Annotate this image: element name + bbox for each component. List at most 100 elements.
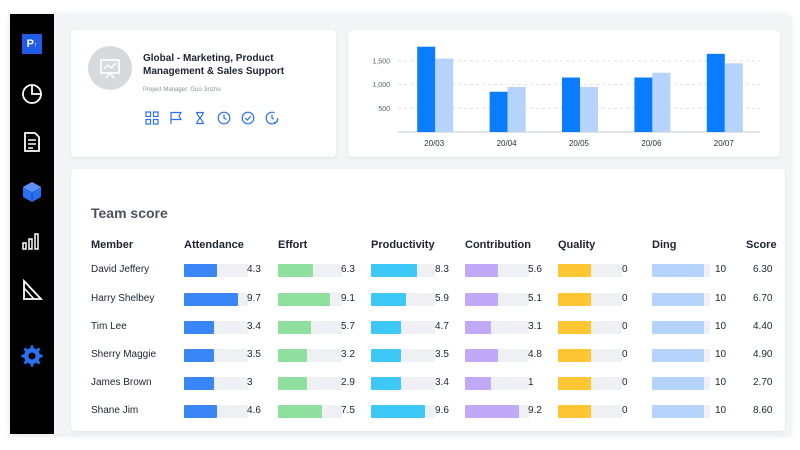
score-bar-fill [184,293,239,306]
document-icon[interactable] [20,130,44,154]
column-header[interactable]: Quality [558,239,596,251]
grid-icon[interactable] [145,111,159,125]
column-header[interactable]: Contribution [465,239,531,251]
total-score: 2.70 [753,377,773,388]
score-bar-track [465,293,529,306]
check-circle-icon[interactable] [241,111,255,125]
member-name[interactable]: Shane Jim [91,405,139,416]
clock-check-icon[interactable] [265,111,279,125]
score-bar-track [371,405,435,418]
score-bar-fill [652,264,705,277]
score-value: 4.6 [247,405,261,416]
score-bar-fill [465,377,491,390]
score-bar-track [558,377,622,390]
score-bar-fill [184,264,218,277]
ruler-triangle-icon[interactable] [20,278,44,302]
score-bar-track [371,349,435,362]
score-value: 0 [622,293,628,304]
column-header[interactable]: Productivity [371,239,435,251]
score-value: 8.3 [435,264,449,275]
score-bar-fill [465,405,520,418]
member-name[interactable]: Tim Lee [91,321,127,332]
total-score: 4.90 [753,349,773,360]
x-tick-label: 20/07 [714,139,735,148]
total-score: 6.70 [753,293,773,304]
column-header[interactable]: Attendance [184,239,244,251]
bar-series-2 [435,58,454,132]
clock-icon[interactable] [217,111,231,125]
score-bar-track [652,321,710,334]
member-name[interactable]: James Brown [91,377,152,388]
score-value: 9.1 [341,293,355,304]
score-bar-track [278,264,342,277]
column-header[interactable]: Effort [278,239,308,251]
bar-series-2 [507,87,526,132]
bar-series-2 [580,87,598,132]
monthly-bar-chart-card: 500 1,000 1,500 20/03 20/04 20/05 20/06 20/07 [348,30,780,157]
presentation-chart-icon [100,59,120,79]
score-bar-track [558,264,622,277]
score-bar-fill [184,377,215,390]
pie-chart-icon[interactable] [20,82,44,106]
hourglass-icon[interactable] [193,111,207,125]
project-title: Global - Marketing, Product Management &… [143,53,285,77]
score-bar-track [184,264,248,277]
member-name[interactable]: David Jeffery [91,264,150,275]
score-value: 10 [715,405,727,416]
column-header[interactable]: Ding [652,239,677,251]
flag-icon[interactable] [169,111,183,125]
score-bar-track [652,405,710,418]
bar-series-1 [634,77,653,132]
score-bar-track [465,405,529,418]
score-bar-fill [465,264,499,277]
score-bar-fill [371,349,402,362]
score-value: 10 [715,321,727,332]
x-tick-label: 20/04 [497,139,518,148]
total-score: 6.30 [753,264,773,275]
score-bar-track [465,264,529,277]
gear-icon[interactable] [20,344,44,368]
cube-icon[interactable] [20,180,44,204]
y-tick-label: 1,500 [372,58,390,65]
bar-chart-icon[interactable] [20,228,44,252]
score-bar-fill [558,293,592,306]
score-bar-fill [278,377,307,390]
member-name[interactable]: Harry Shelbey [91,293,155,304]
score-value: 0 [622,321,628,332]
score-bar-track [371,321,435,334]
score-bar-track [184,349,248,362]
project-manager: Project Manager: Guo Jinzhu [143,87,221,93]
column-header[interactable]: Score [746,239,777,251]
score-bar-track [278,377,342,390]
app-logo[interactable]: P↑ [22,34,42,54]
bar-series-1 [489,91,508,132]
score-bar-fill [558,405,592,418]
score-bar-fill [184,321,215,334]
x-tick-label: 20/03 [424,139,445,148]
score-value: 0 [622,264,628,275]
score-bar-track [558,321,622,334]
x-tick-label: 20/06 [641,139,662,148]
score-value: 4.7 [435,321,449,332]
score-value: 9.2 [528,405,542,416]
x-tick-label: 20/05 [569,139,590,148]
member-name[interactable]: Sherry Maggie [91,349,157,360]
score-bar-fill [278,321,312,334]
score-value: 0 [622,349,628,360]
column-header[interactable]: Member [91,239,134,251]
team-score-card: Team score Member Attendance Effort Product… [71,169,785,431]
score-bar-fill [371,321,402,334]
project-card: Global - Marketing, Product Management &… [71,30,336,157]
score-bar-track [652,264,710,277]
score-value: 9.7 [247,293,261,304]
score-bar-fill [278,264,314,277]
score-value: 0 [622,405,628,416]
bar-series-2 [724,63,743,132]
score-bar-track [184,321,248,334]
monthly-bar-chart: 500 1,000 1,500 20/03 20/04 20/05 20/06 20/07 [372,46,760,148]
score-bar-fill [184,405,218,418]
score-value: 3.4 [247,321,261,332]
score-bar-track [465,377,529,390]
score-bar-track [184,405,248,418]
bar-series-1 [706,53,725,133]
